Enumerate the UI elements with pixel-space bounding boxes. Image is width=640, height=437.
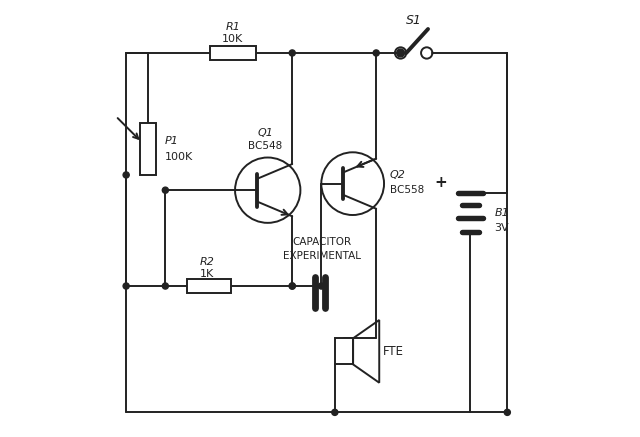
Circle shape <box>332 409 338 416</box>
Circle shape <box>397 49 404 57</box>
Text: 1K: 1K <box>200 269 214 279</box>
FancyBboxPatch shape <box>187 279 230 293</box>
FancyBboxPatch shape <box>140 123 156 175</box>
Circle shape <box>163 187 168 193</box>
Text: 3V: 3V <box>494 223 509 233</box>
Text: CAPACITOR: CAPACITOR <box>292 237 352 247</box>
Text: BC548: BC548 <box>248 141 283 151</box>
Circle shape <box>504 409 510 416</box>
Circle shape <box>289 283 295 289</box>
Text: Q2: Q2 <box>390 170 406 180</box>
Text: FTE: FTE <box>383 345 404 358</box>
Circle shape <box>289 50 295 56</box>
Text: EXPERIMENTAL: EXPERIMENTAL <box>283 251 361 261</box>
Text: R2: R2 <box>199 257 214 267</box>
Circle shape <box>318 283 324 289</box>
FancyBboxPatch shape <box>210 46 256 60</box>
Circle shape <box>123 172 129 178</box>
Text: 10K: 10K <box>222 34 243 44</box>
Text: Q1: Q1 <box>258 128 273 138</box>
Text: P1: P1 <box>164 136 179 146</box>
Circle shape <box>289 283 295 289</box>
Text: S1: S1 <box>406 14 422 27</box>
Circle shape <box>123 283 129 289</box>
Text: BC558: BC558 <box>390 185 424 195</box>
Circle shape <box>373 50 380 56</box>
Text: R1: R1 <box>225 22 240 32</box>
Text: +: + <box>435 175 447 190</box>
FancyBboxPatch shape <box>335 338 353 364</box>
Circle shape <box>163 283 168 289</box>
Text: B1: B1 <box>494 208 509 218</box>
Text: 100K: 100K <box>164 152 193 162</box>
